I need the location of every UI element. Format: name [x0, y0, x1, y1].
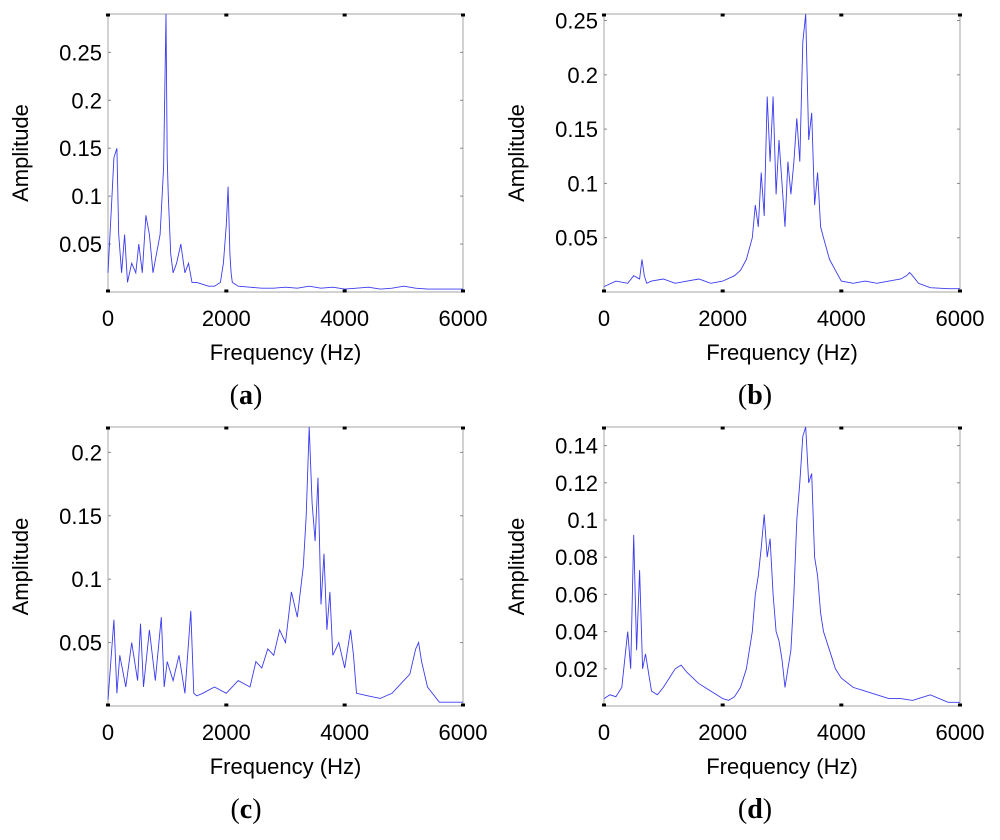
y-tick-label: 0.2 — [71, 440, 102, 465]
plot-frame — [107, 13, 464, 293]
x-tick-label: 0 — [102, 720, 114, 745]
panel-label: (a) — [230, 380, 263, 411]
x-tick-label: 4000 — [320, 306, 369, 331]
y-tick-label: 0.15 — [59, 136, 102, 161]
y-tick-label: 0.15 — [59, 504, 102, 529]
x-tick-label: 6000 — [936, 720, 985, 745]
y-tick-label: 0.1 — [71, 184, 102, 209]
x-tick-label: 6000 — [439, 306, 488, 331]
chart-panel-a: 0 2000 4000 6000 0.05 0.1 0.15 0.2 0.25 Frequency… — [8, 13, 488, 411]
y-tick-label: 0.05 — [59, 232, 102, 257]
y-tick-label: 0.05 — [59, 631, 102, 656]
y-tick-label: 0.06 — [555, 582, 598, 607]
panel-label: (b) — [738, 380, 772, 411]
y-tick-label: 0.1 — [567, 171, 598, 196]
y-tick-label: 0.12 — [555, 471, 598, 496]
y-axis-title: Amplitude — [504, 518, 529, 616]
y-tick-label: 0.2 — [567, 63, 598, 88]
x-axis-title: Frequency (Hz) — [210, 340, 362, 365]
chart-panel-b: 0 2000 4000 6000 0.05 0.1 0.15 0.2 0.25 Frequency… — [504, 9, 984, 411]
x-tick-label: 6000 — [439, 720, 488, 745]
y-axis-title: Amplitude — [8, 518, 33, 616]
y-tick-label: 0.1 — [71, 567, 102, 592]
y-tick-label: 0.05 — [555, 226, 598, 251]
x-tick-label: 6000 — [936, 306, 985, 331]
panel-label: (c) — [230, 794, 261, 825]
x-tick-label: 2000 — [698, 720, 747, 745]
y-tick-label: 0.14 — [555, 434, 598, 459]
y-tick-label: 0.1 — [567, 508, 598, 533]
y-tick-label: 0.25 — [555, 9, 598, 34]
spectrum-line — [603, 13, 960, 290]
y-tick-label: 0.15 — [555, 117, 598, 142]
plot-frame — [603, 426, 961, 707]
chart-panel-c: 0 2000 4000 6000 0.05 0.1 0.15 0.2 Frequency (Hz… — [8, 426, 488, 825]
x-tick-label: 0 — [102, 306, 114, 331]
y-tick-label: 0.2 — [71, 88, 102, 113]
y-tick-label: 0.08 — [555, 545, 598, 570]
x-tick-label: 4000 — [320, 720, 369, 745]
x-tick-label: 0 — [598, 720, 610, 745]
panel-label: (d) — [738, 794, 772, 825]
x-tick-label: 2000 — [698, 306, 747, 331]
x-axis-title: Frequency (Hz) — [210, 754, 362, 779]
spectrum-line — [107, 426, 463, 703]
x-tick-label: 2000 — [202, 306, 251, 331]
spectrum-line — [603, 426, 960, 703]
y-axis-title: Amplitude — [504, 104, 529, 202]
y-tick-label: 0.04 — [555, 620, 598, 645]
x-axis-title: Frequency (Hz) — [706, 340, 858, 365]
x-axis-title: Frequency (Hz) — [706, 754, 858, 779]
y-axis-title: Amplitude — [8, 104, 33, 202]
plot-frame — [603, 13, 961, 293]
x-tick-label: 2000 — [202, 720, 251, 745]
x-tick-label: 4000 — [817, 306, 866, 331]
y-tick-label: 0.02 — [555, 657, 598, 682]
x-tick-label: 4000 — [817, 720, 866, 745]
plot-frame — [107, 426, 464, 707]
spectrum-line — [107, 13, 463, 290]
chart-panel-d: 0 2000 4000 6000 0.02 0.04 0.06 0.08 0.1 0.12 0.14… — [504, 426, 985, 825]
x-tick-label: 0 — [598, 306, 610, 331]
y-tick-label: 0.25 — [59, 40, 102, 65]
